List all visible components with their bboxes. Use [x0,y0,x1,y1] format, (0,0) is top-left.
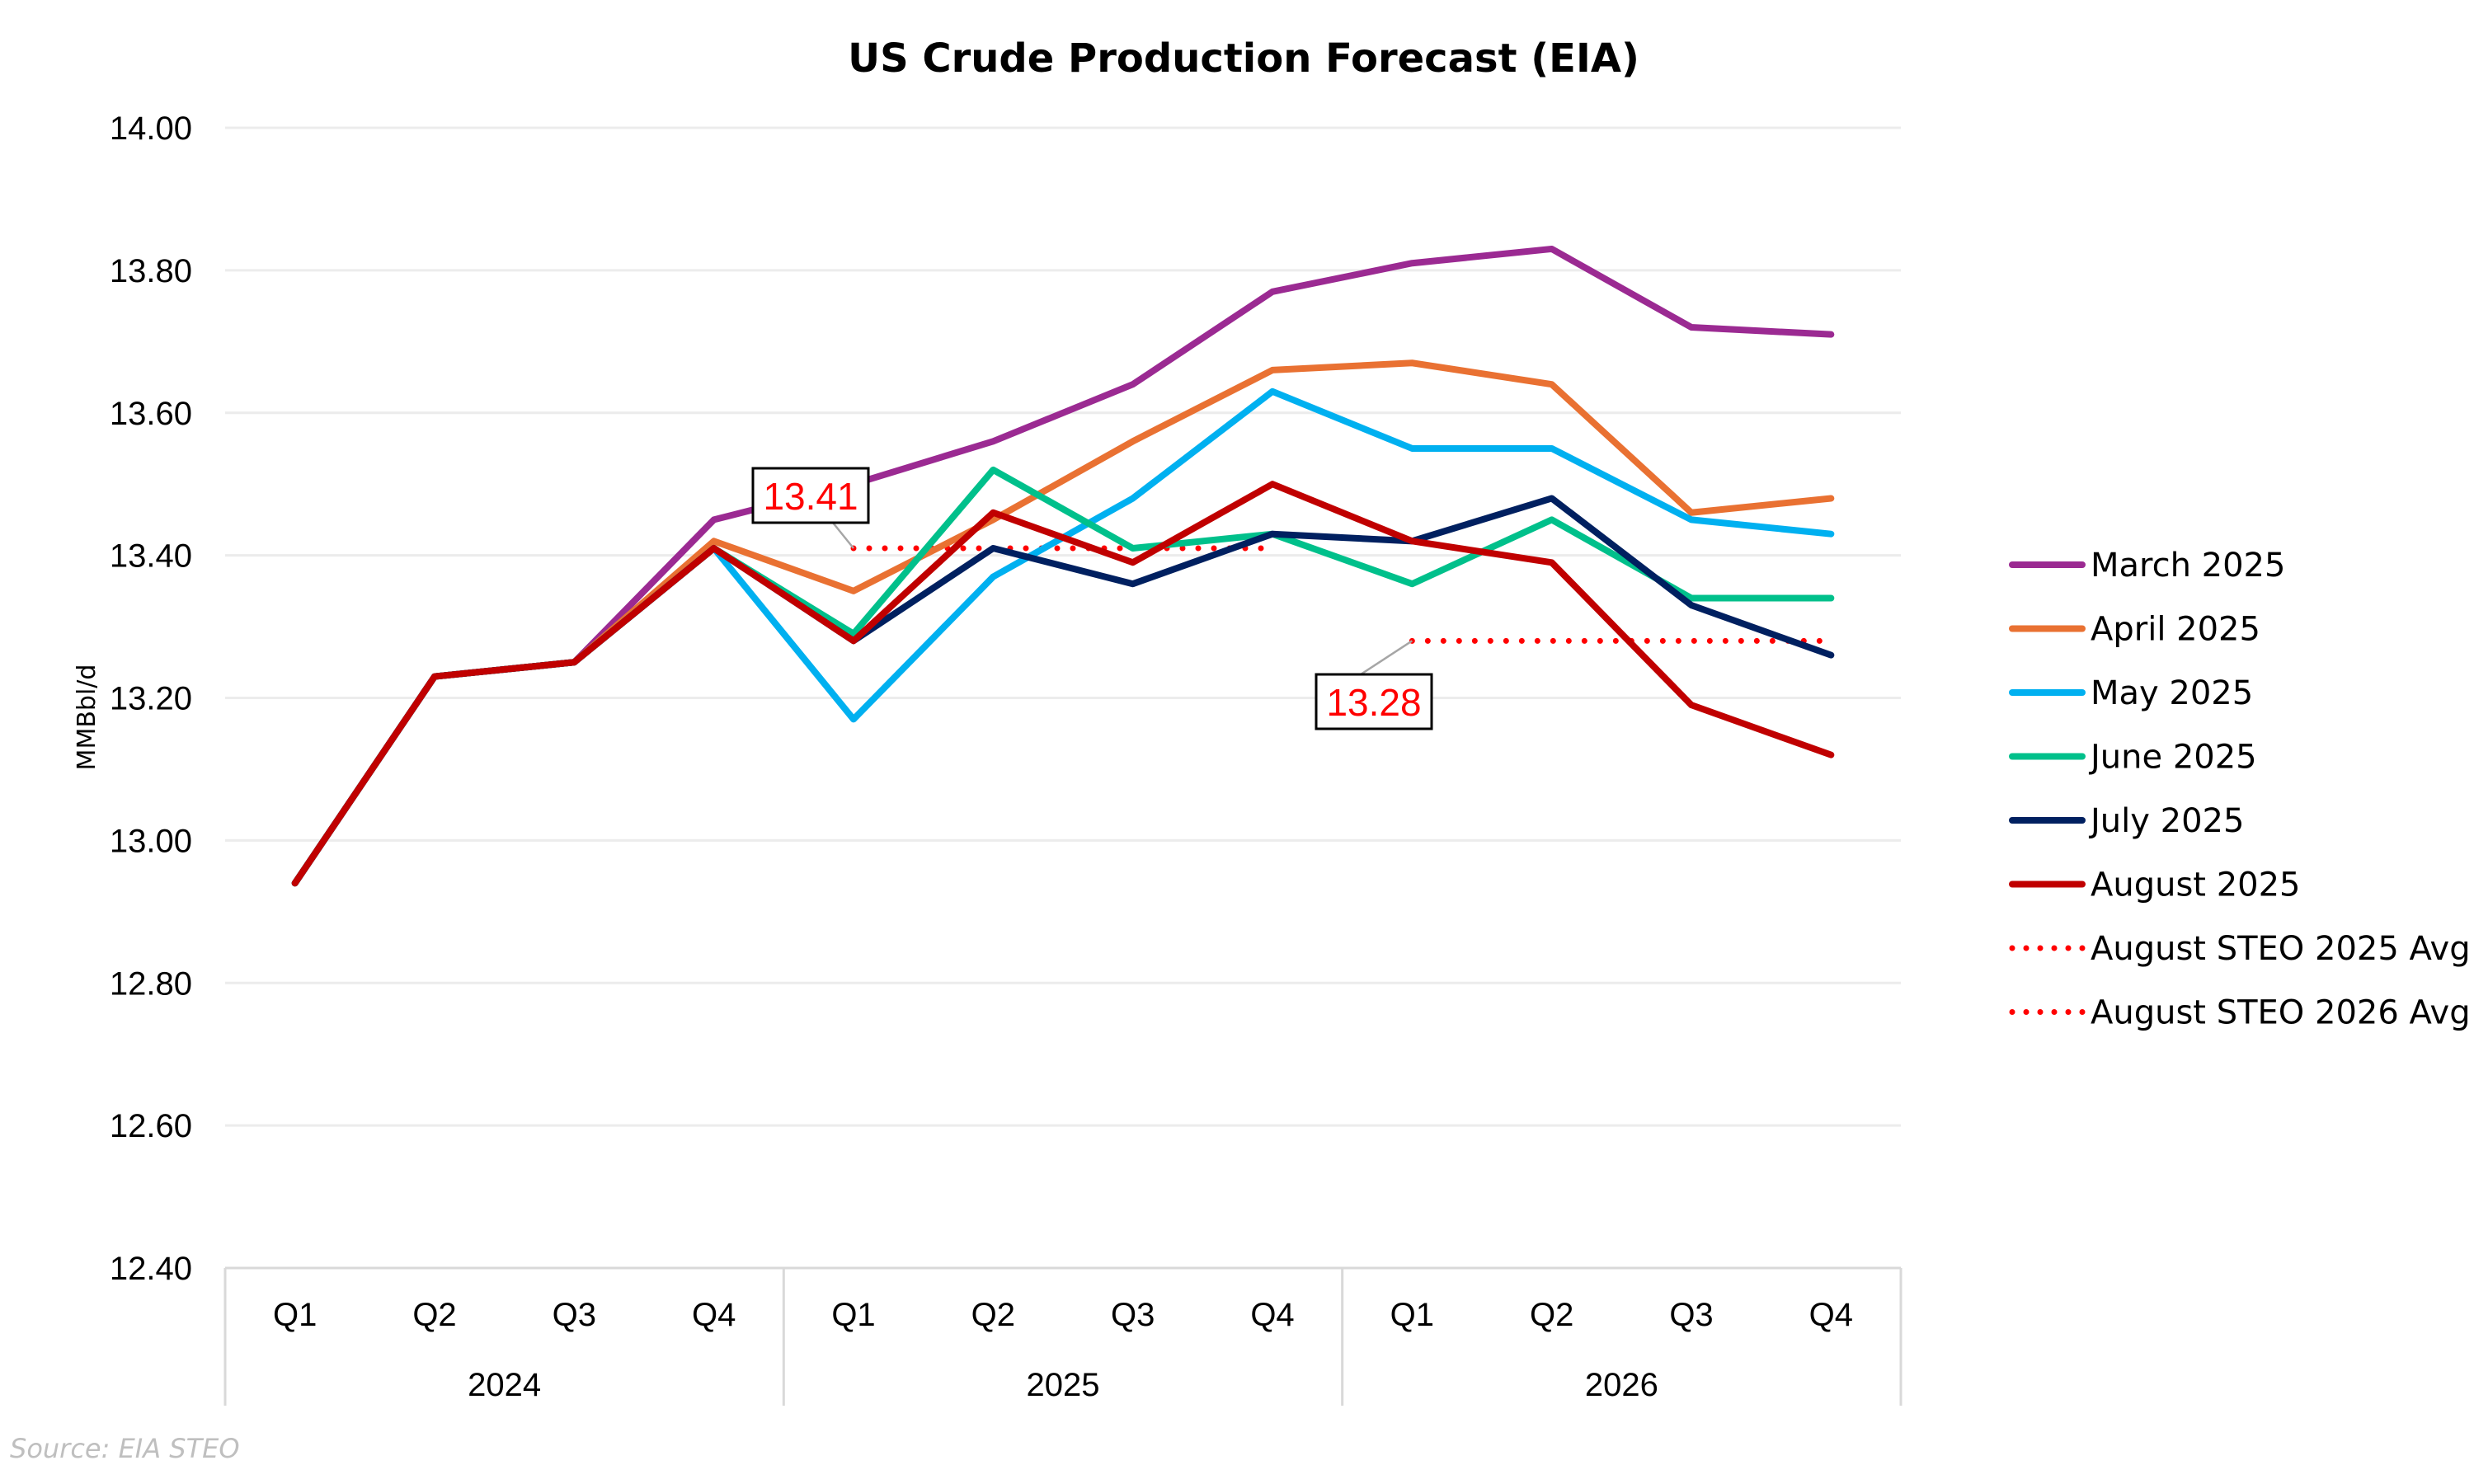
y-tick-label: 13.80 [110,253,192,289]
x-tick-label: Q3 [553,1297,596,1333]
legend-label: June 2025 [2088,739,2257,777]
legend-label: August STEO 2026 Avg [2091,994,2471,1032]
source-note: Source: EIA STEO [10,1433,240,1464]
legend-label: March 2025 [2091,547,2285,585]
annotation-box [1315,673,1433,730]
y-tick-label: 13.00 [110,823,192,859]
chart-title: US Crude Production Forecast (EIA) [848,35,1639,82]
x-tick-label: Q1 [831,1297,875,1333]
x-tick-label: Q4 [1809,1297,1853,1333]
y-tick-label: 13.40 [110,538,192,575]
x-tick-label: Q4 [1250,1297,1294,1333]
y-tick-label: 14.00 [110,110,192,147]
series-line [291,387,1835,887]
x-group-label: 2026 [1585,1367,1658,1403]
legend-label: August STEO 2025 Avg [2091,930,2471,968]
x-tick-label: Q4 [692,1297,736,1333]
x-tick-label: Q2 [971,1297,1015,1333]
x-tick-label: Q1 [1390,1297,1434,1333]
legend-label: April 2025 [2091,611,2260,649]
series-lines [291,245,1835,887]
y-tick-label: 12.80 [110,965,192,1002]
y-tick-label: 12.40 [110,1251,192,1287]
gridlines [225,126,1901,1127]
x-group-label: 2025 [1027,1367,1100,1403]
annotation-leader [1360,640,1413,676]
x-tick-label: Q1 [273,1297,317,1333]
series-line [291,359,1835,887]
x-tick-label: Q3 [1111,1297,1155,1333]
y-axis-ticks: 12.40 12.60 12.80 13.00 13.20 13.40 13.60 13.80… [110,110,192,1287]
x-tick-label: Q2 [1530,1297,1573,1333]
y-tick-label: 13.60 [110,396,192,432]
average-annotations: 13.41 13.28 [751,467,1433,730]
annotation-leader [832,522,854,549]
annotation-box [751,467,870,524]
series-line [291,481,1835,887]
legend-label: August 2025 [2091,866,2301,904]
legend: March 2025 April 2025 May 2025 June 2025 Jul… [2009,547,2471,1032]
legend-label: July 2025 [2088,802,2244,840]
annotation-label: 13.41 [763,475,858,518]
x-group-label: 2024 [468,1367,541,1403]
x-tick-label: Q2 [412,1297,456,1333]
y-axis-label: MMBbl/d [73,665,101,771]
x-axis: Q1 Q2 Q3 Q4 Q1 Q2 Q3 Q4 Q1 Q2 Q3 Q4 2024 2025 2026 [223,1266,1903,1406]
legend-label: May 2025 [2091,674,2253,712]
y-tick-label: 13.20 [110,681,192,717]
x-tick-label: Q3 [1669,1297,1713,1333]
y-tick-label: 12.60 [110,1108,192,1144]
annotation-label: 13.28 [1326,681,1421,724]
